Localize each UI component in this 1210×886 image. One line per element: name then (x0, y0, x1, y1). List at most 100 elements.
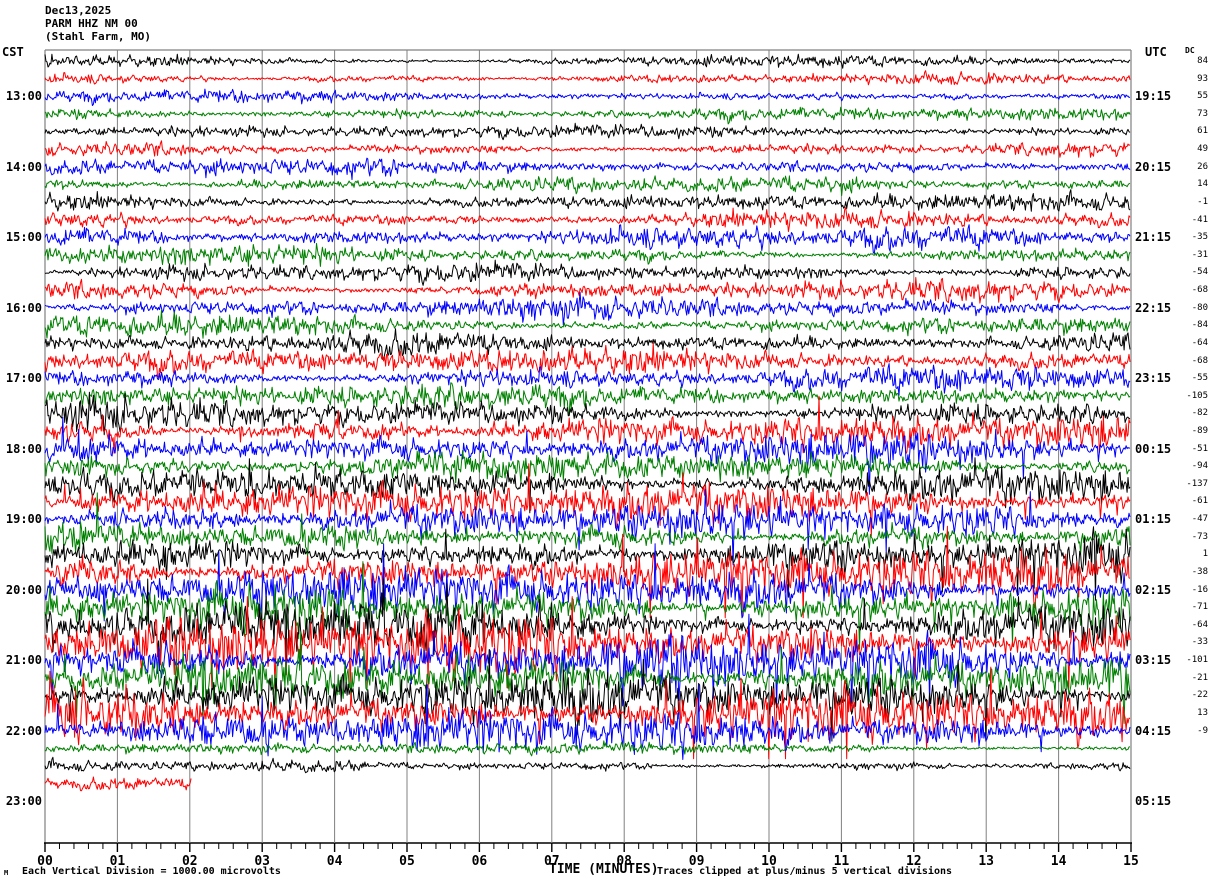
seismic-trace (44, 578, 1131, 672)
seismic-trace (44, 277, 1131, 304)
cst-time-label: 23:00 (5, 794, 42, 809)
seismic-trace (44, 291, 1131, 326)
seismic-trace (44, 88, 1131, 106)
dc-value-label: 55 (1197, 91, 1208, 102)
minute-tick-label: 12 (905, 854, 922, 869)
seismic-trace (44, 756, 1131, 774)
dc-value-label: -47 (1191, 514, 1208, 525)
seismic-trace (44, 122, 1131, 141)
seismic-trace (44, 457, 1131, 514)
seismic-trace (44, 543, 1131, 622)
dc-value-label: 14 (1197, 179, 1208, 190)
utc-time-label: 04:15 (1135, 723, 1172, 738)
dc-value-label: -84 (1191, 320, 1208, 331)
dc-value-label: -33 (1191, 637, 1208, 648)
seismic-trace (44, 70, 1131, 86)
seismic-trace (44, 776, 192, 792)
dc-value-label: -71 (1191, 602, 1208, 613)
cst-time-label: 20:00 (5, 582, 42, 597)
seismic-trace (44, 224, 1131, 255)
seismic-trace (44, 207, 1131, 233)
dc-value-label: -73 (1191, 531, 1208, 542)
dc-value-label: -68 (1191, 355, 1208, 366)
utc-time-label: 20:15 (1135, 159, 1172, 174)
dc-value-label: -1 (1197, 196, 1208, 207)
seismic-trace (44, 395, 1131, 455)
header-channel: PARM HHZ NM 00 (45, 17, 138, 30)
header-date: Dec13,2025 (45, 4, 112, 17)
header-site: (Stahl Farm, MO) (45, 30, 151, 43)
dc-value-label: -41 (1191, 214, 1208, 225)
seismic-trace (44, 489, 1131, 566)
dc-value-label: -51 (1191, 443, 1208, 454)
corner-mark: M (4, 869, 9, 877)
dc-value-label: -21 (1191, 672, 1208, 683)
dc-value-label: -55 (1191, 373, 1208, 384)
utc-time-label: 02:15 (1135, 582, 1172, 597)
cst-time-label: 14:00 (5, 159, 42, 174)
minute-tick-label: 04 (326, 854, 343, 869)
minute-tick-label: 10 (761, 854, 777, 869)
right-timezone-label: UTC (1145, 45, 1167, 59)
seismic-trace (44, 53, 1131, 69)
dc-value-label: -105 (1186, 390, 1208, 401)
dc-value-label: -68 (1191, 285, 1208, 295)
minute-tick-label: 07 (543, 854, 560, 869)
utc-time-label: 21:15 (1135, 230, 1172, 245)
dc-value-label: -22 (1191, 690, 1208, 701)
seismic-trace (44, 242, 1131, 267)
dc-value-label: 13 (1197, 707, 1208, 718)
dc-value-label: 93 (1197, 73, 1208, 84)
utc-time-label: 03:15 (1135, 653, 1172, 668)
dc-value-label: -64 (1191, 619, 1208, 630)
cst-time-label: 19:00 (5, 512, 42, 527)
dc-value-label: 73 (1197, 108, 1208, 119)
utc-time-label: 00:15 (1135, 441, 1172, 456)
dc-value-label: -64 (1191, 337, 1208, 348)
cst-time-label: 21:00 (5, 653, 42, 668)
dc-value-label: -38 (1191, 566, 1208, 577)
utc-time-label: 22:15 (1135, 300, 1172, 315)
cst-time-label: 22:00 (5, 723, 42, 738)
seismic-trace (44, 450, 1131, 484)
dc-value-label: 26 (1197, 161, 1208, 172)
minute-tick-label: 01 (109, 854, 126, 869)
seismic-trace (44, 740, 1131, 757)
seismic-trace (44, 189, 1131, 212)
seismic-trace (44, 525, 1131, 619)
seismic-trace (44, 382, 1131, 416)
seismic-trace (44, 342, 1131, 378)
dc-value-label: -80 (1191, 302, 1208, 313)
seismic-trace (44, 391, 1131, 436)
dc-value-label: -54 (1191, 267, 1208, 278)
dc-value-label: -16 (1191, 584, 1208, 595)
seismic-trace (44, 649, 1131, 742)
dc-value-label: -31 (1191, 249, 1208, 260)
seismic-trace (44, 492, 1131, 558)
dc-value-label: -82 (1191, 408, 1208, 419)
seismic-trace (44, 328, 1131, 361)
scale-note: Each Vertical Division = 1000.00 microvo… (22, 866, 281, 877)
seismic-trace (44, 309, 1131, 339)
seismic-trace (44, 417, 1131, 495)
minute-tick-label: 06 (471, 854, 488, 869)
seismic-trace (44, 259, 1131, 286)
cst-time-label: 15:00 (5, 230, 42, 245)
minute-tick-label: 11 (833, 854, 850, 869)
dc-value-label: -94 (1191, 461, 1208, 472)
seismic-trace (44, 140, 1131, 158)
minute-tick-label: 02 (181, 854, 198, 869)
minute-tick-label: 00 (37, 854, 53, 869)
utc-time-label: 05:15 (1135, 794, 1172, 809)
clipping-note: Traces clipped at plus/minus 5 vertical … (657, 866, 953, 877)
dc-value-label: -61 (1191, 496, 1208, 507)
dc-value-label: -35 (1191, 232, 1208, 243)
dc-value-label: 1 (1202, 549, 1208, 560)
cst-time-label: 18:00 (5, 441, 42, 456)
dc-value-label: 49 (1197, 144, 1208, 155)
seismic-trace (44, 363, 1131, 396)
cst-time-label: 16:00 (5, 300, 42, 315)
seismic-trace (44, 666, 1131, 760)
